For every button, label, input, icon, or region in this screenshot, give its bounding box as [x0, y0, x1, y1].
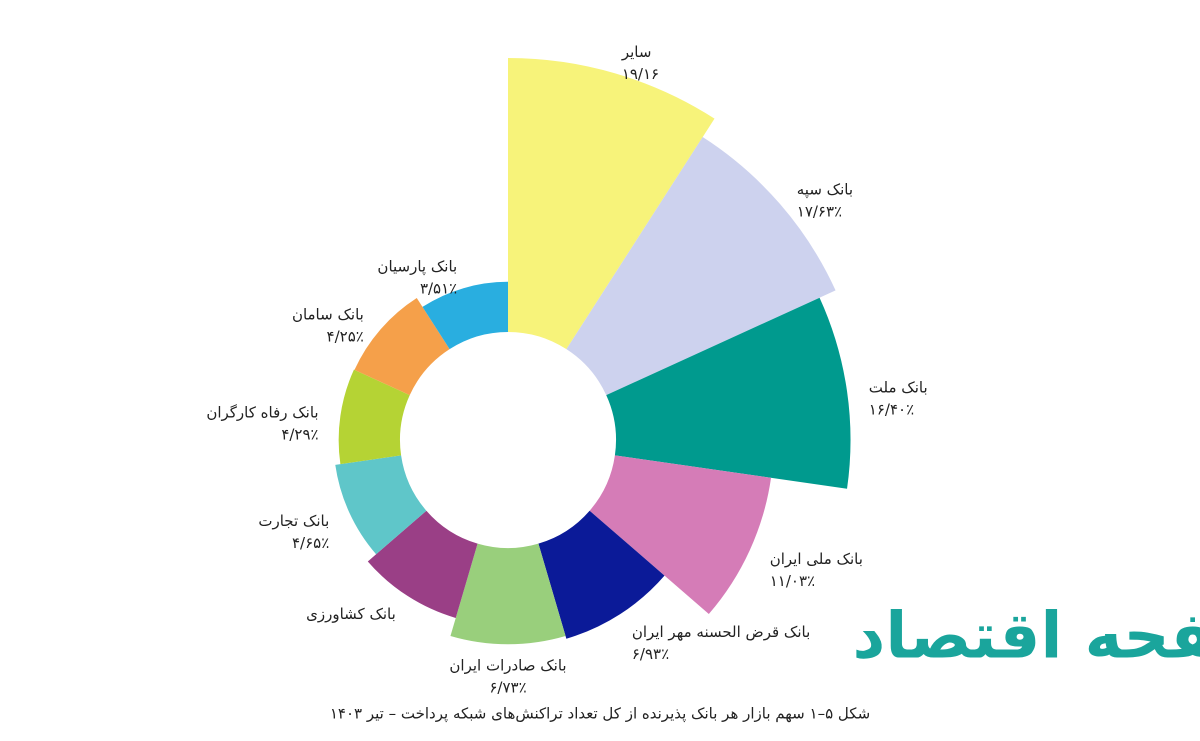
slice-label: بانک پارسیان	[377, 258, 457, 277]
value-label: ۴/۲۹٪	[281, 425, 318, 443]
value-label: ۱۶/۴۰٪	[869, 401, 914, 419]
slice-label: بانک صادرات ایران	[449, 657, 566, 675]
slice-label: بانک رفاه کارگران	[206, 403, 318, 421]
slice	[335, 455, 427, 555]
watermark: صفحه اقتصاد	[852, 600, 1200, 674]
value-label: ۴/۲۵٪	[327, 328, 364, 346]
value-label: ۱۱/۰۳٪	[770, 572, 815, 590]
value-label: ۶/۹۳٪	[632, 645, 669, 663]
slice-label: بانک ملی ایران	[770, 550, 863, 568]
slice-label: بانک ملت	[869, 379, 928, 397]
slice	[606, 297, 851, 489]
slice	[450, 543, 566, 645]
value-label: ۴/۶۵٪	[292, 534, 329, 552]
slice	[566, 137, 836, 396]
slice	[367, 510, 478, 618]
slice	[338, 369, 410, 465]
slice-label: بانک سامان	[292, 306, 364, 324]
slice-label: بانک قرض الحسنه مهر ایران	[632, 623, 810, 641]
slice-label: سایر	[621, 43, 652, 61]
slice-label: بانک سپه	[797, 180, 853, 199]
value-label: ۱۹/۱۶	[622, 65, 659, 83]
caption: شکل ۵–۱ سهم بازار هر بانک پذیرنده از کل …	[330, 705, 870, 724]
slice	[354, 298, 450, 396]
slice	[508, 58, 715, 350]
slice	[589, 455, 772, 615]
slice-label: بانک کشاورزی	[306, 605, 396, 623]
slice	[422, 281, 508, 350]
value-label: ۳/۵۱٪	[420, 280, 457, 298]
value-label: ۶/۷۳٪	[489, 679, 526, 697]
slice-label: بانک تجارت	[258, 512, 329, 530]
slice	[538, 510, 665, 639]
value-label: ۱۷/۶۳٪	[797, 202, 842, 220]
